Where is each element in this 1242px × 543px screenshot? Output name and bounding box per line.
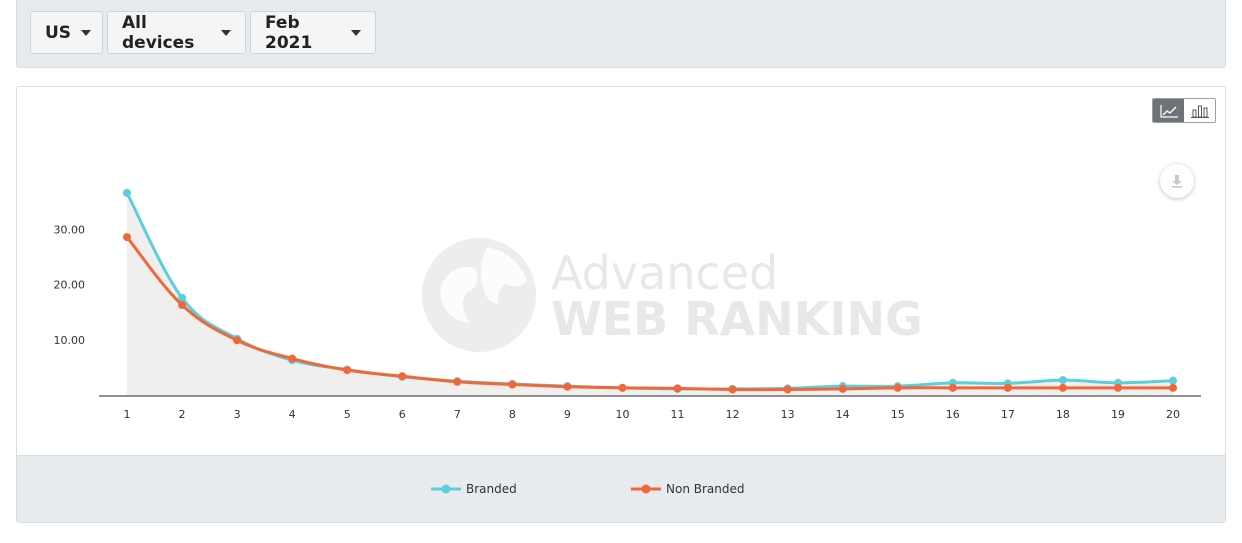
data-point <box>178 301 187 310</box>
download-icon <box>1172 175 1182 188</box>
data-point <box>288 354 297 363</box>
legend-item[interactable]: Non Branded <box>631 482 744 496</box>
caret-down-icon <box>221 29 231 36</box>
x-tick-label: 5 <box>344 408 351 421</box>
data-point <box>233 336 242 345</box>
globe-icon <box>422 238 536 352</box>
date-dropdown[interactable]: Feb 2021 <box>250 11 376 54</box>
x-tick-label: 11 <box>671 408 685 421</box>
data-point <box>123 188 131 197</box>
country-dropdown-label: US <box>45 22 72 43</box>
data-point <box>508 380 517 389</box>
x-tick-label: 20 <box>1166 408 1180 421</box>
x-tick-label: 3 <box>234 408 241 421</box>
x-tick-label: 16 <box>946 408 960 421</box>
watermark-line2: WEB RANKING <box>551 292 923 346</box>
y-tick-label: 20.00 <box>54 279 86 292</box>
x-tick-label: 12 <box>726 408 740 421</box>
x-tick-label: 15 <box>891 408 905 421</box>
country-dropdown[interactable]: US <box>30 11 103 54</box>
data-point <box>1058 376 1067 385</box>
x-tick-label: 6 <box>399 408 406 421</box>
legend-swatch-dot <box>641 484 651 494</box>
data-point <box>1169 376 1177 385</box>
legend-item[interactable]: Branded <box>431 482 517 496</box>
y-tick-label: 30.00 <box>54 223 86 236</box>
device-dropdown-label: All devices <box>122 12 195 53</box>
data-point <box>673 384 682 393</box>
line-chart-icon <box>1159 104 1178 118</box>
data-point <box>343 366 352 375</box>
data-point <box>178 293 187 302</box>
x-tick-label: 18 <box>1056 408 1070 421</box>
bar-chart-toggle-button[interactable] <box>1184 99 1215 122</box>
x-tick-label: 14 <box>836 408 850 421</box>
data-point <box>1003 383 1012 392</box>
x-tick-label: 7 <box>454 408 461 421</box>
x-tick-label: 1 <box>124 408 131 421</box>
download-button[interactable] <box>1160 164 1194 198</box>
chart-panel: Advanced WEB RANKING 10.00 20.00 30.00 1 2 3 4… <box>16 86 1226 523</box>
x-tick-label: 8 <box>509 408 516 421</box>
data-point <box>618 383 627 392</box>
legend-label: Non Branded <box>666 482 744 496</box>
x-tick-label: 19 <box>1111 408 1125 421</box>
x-tick-label: 4 <box>289 408 296 421</box>
caret-down-icon <box>81 29 92 36</box>
line-chart-toggle-button[interactable] <box>1153 99 1184 122</box>
data-point <box>1113 383 1122 392</box>
y-tick-label: 10.00 <box>54 334 86 347</box>
device-dropdown[interactable]: All devices <box>107 11 246 54</box>
data-point <box>948 383 957 392</box>
x-tick-label: 10 <box>615 408 629 421</box>
data-point <box>563 382 572 391</box>
watermark-line1: Advanced <box>551 246 778 300</box>
legend: Branded Non Branded <box>17 455 1225 522</box>
data-point <box>838 384 847 393</box>
caret-down-icon <box>351 29 361 36</box>
watermark: Advanced WEB RANKING <box>422 238 923 352</box>
data-point <box>1169 383 1177 392</box>
x-tick-label: 17 <box>1001 408 1015 421</box>
data-point <box>123 233 131 242</box>
data-point <box>728 385 737 394</box>
x-tick-label: 13 <box>781 408 795 421</box>
legend-label: Branded <box>466 482 517 496</box>
x-tick-label: 9 <box>564 408 571 421</box>
chart-type-toggle <box>1152 98 1216 123</box>
date-dropdown-label: Feb 2021 <box>265 12 313 53</box>
data-point <box>893 383 902 392</box>
data-point <box>398 372 407 381</box>
filter-bar: US All devices Feb 2021 <box>16 0 1226 68</box>
x-tick-label: 2 <box>179 408 186 421</box>
data-point <box>783 385 792 394</box>
data-point <box>1058 383 1067 392</box>
legend-swatch-dot <box>441 484 451 494</box>
branded-area <box>127 192 1173 395</box>
data-point <box>453 377 462 386</box>
bar-chart-icon <box>1190 105 1209 118</box>
